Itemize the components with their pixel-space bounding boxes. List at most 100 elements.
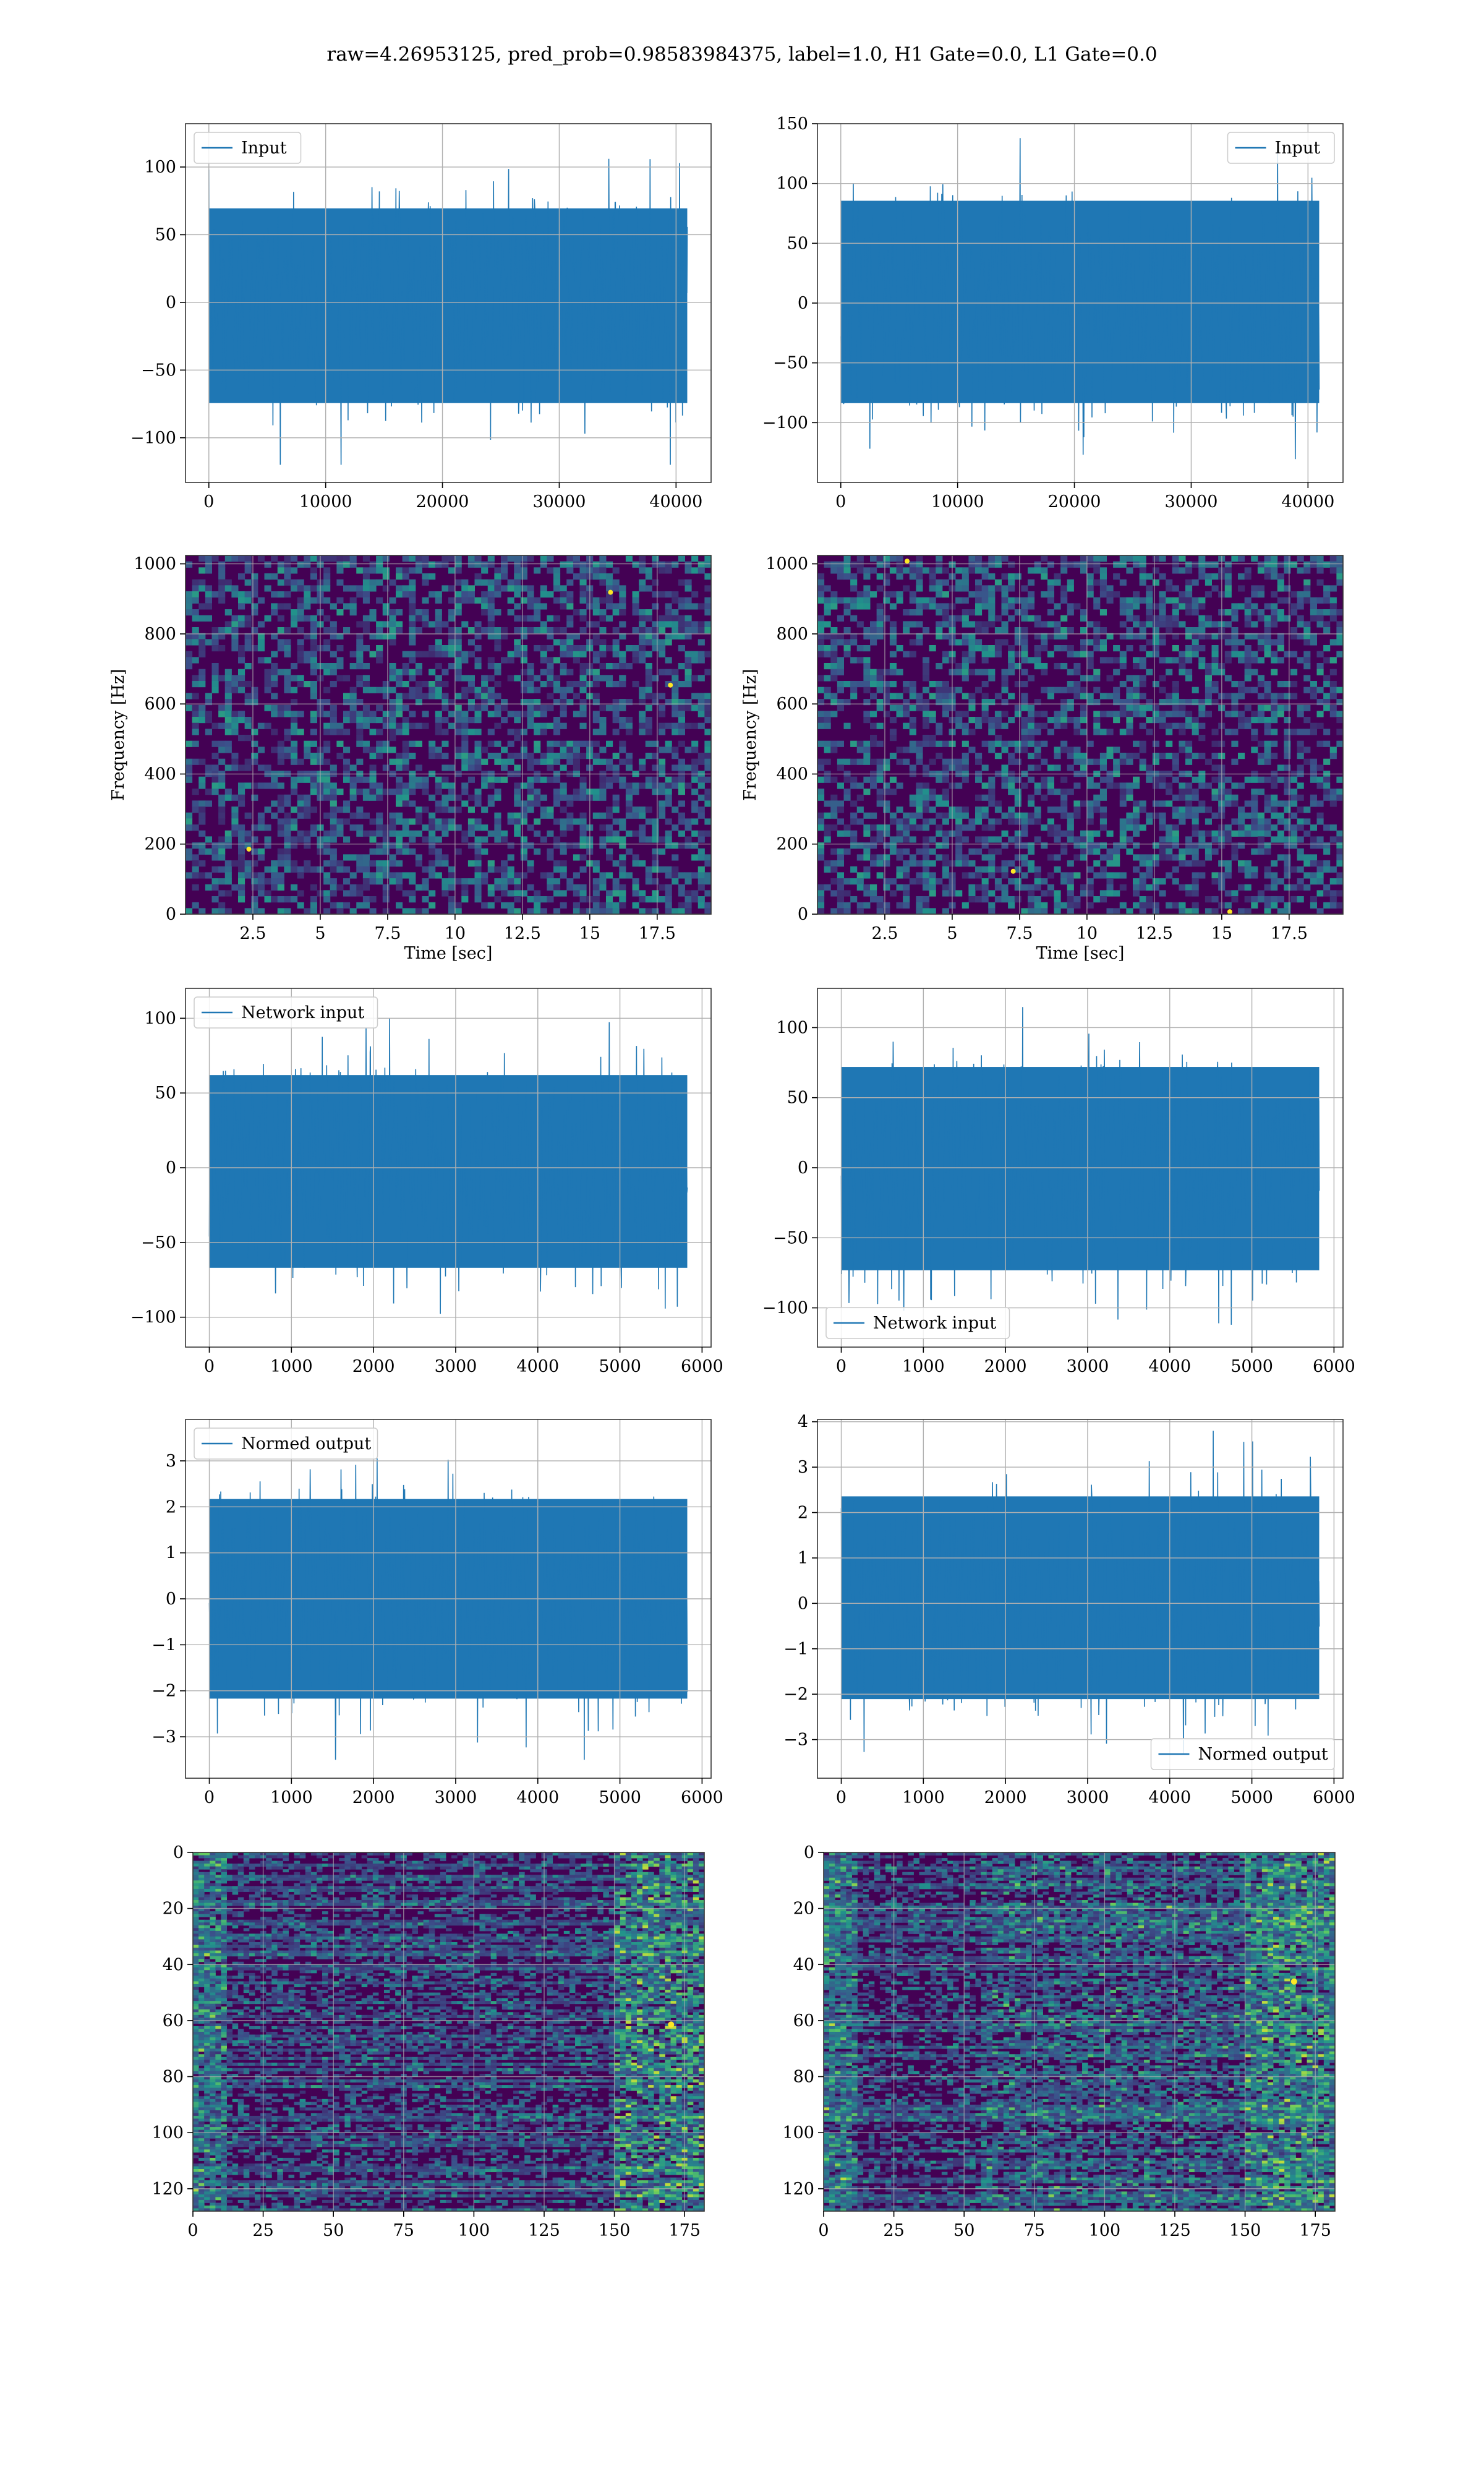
- netin-l1-ytick-label: 50: [787, 1089, 808, 1108]
- normout-h1-series-line: [208, 1458, 688, 1760]
- emb-l1-xtick-label: 175: [1299, 2221, 1331, 2240]
- emb-h1-ytick-label: 20: [163, 1899, 184, 1919]
- normout-h1-legend-label: Normed output: [241, 1434, 371, 1453]
- spec-h1-ytick-label: 1000: [134, 555, 176, 574]
- normout-h1-xtick-label: 2000: [352, 1788, 395, 1807]
- netin-l1-legend: Network input: [825, 1307, 1010, 1339]
- netin-l1-ytick-label: −50: [773, 1228, 808, 1248]
- emb-h1-xtick-label: 25: [252, 2221, 273, 2240]
- normout-h1-legend: Normed output: [194, 1427, 378, 1460]
- spec-h1-ytick-label: 600: [144, 695, 176, 714]
- emb-h1-ytick-label: 0: [173, 1843, 184, 1862]
- spec-h1-xtick-label: 17.5: [639, 924, 676, 943]
- normout-h1-ytick-label: 2: [166, 1497, 176, 1517]
- normout-h1-axes: 0 1000 2000 3000 4000 5000 6000 −3 −2 −1 0 1 2 3 Norme…: [151, 1419, 723, 1807]
- spec-l1-ytick-label: 0: [798, 905, 808, 924]
- spec-l1-ytick-label: 400: [776, 764, 808, 784]
- netin-h1-xtick-label: 6000: [681, 1357, 723, 1376]
- input-h1-ytick-label: −50: [141, 361, 176, 380]
- input-l1-xtick-label: 40000: [1281, 492, 1334, 511]
- emb-h1-ytick-label: 60: [163, 2011, 184, 2031]
- emb-h1-xtick-label: 175: [668, 2221, 701, 2240]
- input-l1-ytick-label: 150: [776, 114, 808, 134]
- input-l1-ytick-label: −50: [773, 354, 808, 373]
- normout-h1-xtick-label: 4000: [516, 1788, 559, 1807]
- emb-l1-ytick-label: 0: [804, 1843, 814, 1862]
- spec-l1-axes: 2.5 5 7.5 10 12.5 15 17.5 0 200 400 600 800 1000 Time…: [741, 555, 1344, 963]
- input-h1-ytick-label: 0: [166, 293, 176, 312]
- normout-h1-ytick-label: 3: [166, 1452, 176, 1471]
- netin-h1-axes: 0 1000 2000 3000 4000 5000 6000 −100 −50 0 50 100 Ne…: [130, 988, 723, 1376]
- netin-h1-xtick-label: 1000: [270, 1357, 313, 1376]
- emb-l1-ytick-label: 100: [782, 2123, 814, 2142]
- emb-l1-xtick-label: 150: [1229, 2221, 1261, 2240]
- netin-h1-xtick-label: 0: [204, 1357, 215, 1376]
- netin-l1-xtick-label: 5000: [1230, 1357, 1273, 1376]
- emb-l1-ytick-label: 80: [793, 2068, 814, 2087]
- netin-h1-xtick-label: 3000: [435, 1357, 477, 1376]
- emb-h1-xtick-label: 75: [393, 2221, 414, 2240]
- spec-l1-xtick-label: 7.5: [1006, 924, 1033, 943]
- normout-l1-xtick-label: 0: [836, 1788, 846, 1807]
- spec-l1-xlabel: Time [sec]: [1036, 944, 1125, 963]
- spec-l1-xtick-label: 15: [1211, 924, 1232, 943]
- input-l1-ytick-label: 100: [776, 174, 808, 194]
- spec-l1-xtick-label: 10: [1077, 924, 1098, 943]
- spec-h1-ylabel: Frequency [Hz]: [109, 669, 128, 800]
- emb-l1-hotspot: [1290, 1978, 1297, 1985]
- figure-title: raw=4.26953125, pred_prob=0.98583984375,…: [0, 43, 1484, 66]
- netin-l1-axes: 0 1000 2000 3000 4000 5000 6000 −100 −50 0 50 100 Ne…: [762, 988, 1355, 1376]
- spec-l1-xtick-label: 12.5: [1136, 924, 1173, 943]
- netin-h1-ytick-label: 50: [155, 1084, 176, 1103]
- input-l1-axes: 0 10000 20000 30000 40000 −100 −50 0 50 100 150 Inp…: [762, 114, 1344, 511]
- normout-l1-xtick-label: 5000: [1230, 1788, 1273, 1807]
- normout-l1-ytick-label: 4: [798, 1413, 808, 1432]
- emb-h1-ytick-label: 120: [151, 2180, 184, 2199]
- emb-h1-axes: 0 25 50 75 100 125 150 175 0 20 40 60 80 100 120: [151, 1843, 705, 2240]
- emb-l1-xtick-label: 0: [818, 2221, 829, 2240]
- netin-l1-series-line: [840, 1007, 1320, 1325]
- emb-l1-ytick-label: 60: [793, 2011, 814, 2031]
- spec-h1-xtick-label: 12.5: [504, 924, 541, 943]
- emb-h1-frame: [192, 1852, 705, 2212]
- spec-l1-ytick-label: 600: [776, 695, 808, 714]
- input-l1-ytick-label: −100: [762, 413, 808, 432]
- normout-l1-xtick-label: 4000: [1148, 1788, 1191, 1807]
- spec-h1-xlabel: Time [sec]: [404, 944, 493, 963]
- input-l1-xtick-label: 0: [835, 492, 846, 511]
- input-l1-xtick-label: 20000: [1048, 492, 1101, 511]
- emb-l1-xtick-label: 25: [883, 2221, 904, 2240]
- normout-h1-xtick-label: 6000: [681, 1788, 723, 1807]
- spec-h1-frame: [185, 555, 712, 915]
- normout-l1-xtick-label: 1000: [902, 1788, 945, 1807]
- spec-l1-xtick-label: 5: [947, 924, 957, 943]
- normout-l1-legend: Normed output: [1150, 1738, 1335, 1770]
- spec-l1-ytick-label: 200: [776, 835, 808, 854]
- emb-h1-ytick-label: 80: [163, 2068, 184, 2087]
- normout-h1-ytick-label: −3: [151, 1727, 176, 1747]
- netin-l1-xtick-label: 1000: [902, 1357, 945, 1376]
- emb-l1-ytick-label: 40: [793, 1955, 814, 1974]
- spec-l1-frame: [817, 555, 1344, 915]
- normout-h1-xtick-label: 3000: [435, 1788, 477, 1807]
- spec-h1-xtick-label: 5: [315, 924, 325, 943]
- normout-l1-axes: 0 1000 2000 3000 4000 5000 6000 −3 −2 −1 0 1 2 3 4 Norm…: [783, 1413, 1355, 1807]
- netin-l1-xtick-label: 2000: [984, 1357, 1027, 1376]
- emb-h1-xtick-label: 0: [187, 2221, 198, 2240]
- netin-h1-ytick-label: 100: [144, 1009, 176, 1028]
- input-l1-ytick-label: 0: [798, 294, 808, 313]
- input-h1-xtick-label: 0: [203, 492, 214, 511]
- input-h1-xtick-label: 40000: [649, 492, 702, 511]
- normout-h1-ytick-label: 1: [166, 1544, 176, 1563]
- input-h1-legend-label: Input: [241, 139, 287, 158]
- spec-h1-xtick-label: 15: [579, 924, 600, 943]
- emb-l1-ytick-label: 120: [782, 2180, 814, 2199]
- normout-h1-ytick-label: −1: [151, 1635, 176, 1654]
- spec-h1-ytick-label: 0: [166, 905, 176, 924]
- normout-l1-ytick-label: 2: [798, 1504, 808, 1523]
- emb-l1-xtick-label: 125: [1159, 2221, 1191, 2240]
- emb-h1-xtick-label: 100: [458, 2221, 490, 2240]
- normout-h1-xtick-label: 0: [204, 1788, 215, 1807]
